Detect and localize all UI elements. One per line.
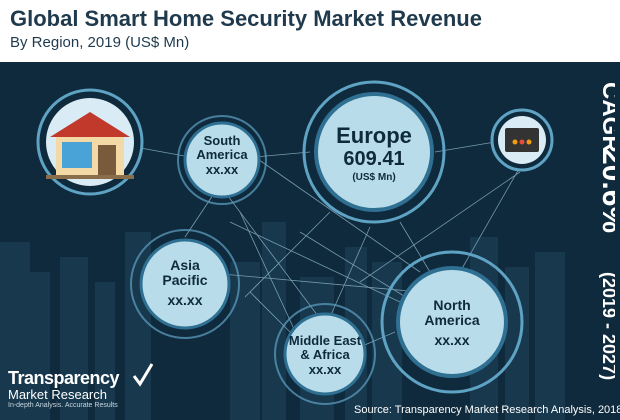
cagr-value: 20.6% — [596, 148, 615, 233]
source-note: Source: Transparency Market Research Ana… — [354, 404, 620, 416]
middle-east-africa-label: Middle East & Africa xx.xx — [283, 333, 367, 377]
city-skyline — [0, 222, 565, 420]
cagr-period: (2019 - 2027) — [599, 272, 615, 380]
south-america-name-line2: America — [196, 147, 248, 163]
company-logo: Transparency Market Research In-depth An… — [8, 368, 120, 409]
middle-east-africa-value: xx.xx — [308, 361, 342, 377]
north-america-label: North America xx.xx — [404, 297, 500, 348]
north-america-name-line2: America — [424, 312, 480, 329]
logo-line2: Market Research — [8, 387, 107, 402]
checkmark-logo-icon — [132, 363, 154, 387]
bubble-north-america — [380, 250, 524, 394]
europe-value: 609.41 — [343, 148, 405, 171]
chart-subtitle: By Region, 2019 (US$ Mn) — [10, 34, 190, 51]
cagr-callout: CAGR 20.6% (2019 - 2027) — [596, 82, 615, 380]
cagr-label: CAGR — [597, 82, 615, 153]
middle-east-africa-name-line1: Middle East — [288, 333, 362, 348]
europe-unit: (US$ Mn) — [352, 172, 396, 184]
bubble-south-america — [177, 115, 267, 205]
europe-name: Europe — [336, 123, 412, 148]
europe-label: Europe 609.41 (US$ Mn) — [314, 123, 434, 184]
middle-east-africa-name-line2: & Africa — [300, 347, 350, 363]
asia-pacific-label: Asia Pacific xx.xx — [141, 257, 229, 308]
security-device-icon — [490, 108, 554, 172]
header: Global Smart Home Security Market Revenu… — [0, 0, 620, 62]
logo-tagline: In-depth Analysis. Accurate Results — [8, 402, 118, 409]
bubble-middle-east-africa — [274, 303, 376, 405]
chart-title: Global Smart Home Security Market Revenu… — [10, 6, 482, 31]
asia-pacific-value: xx.xx — [167, 291, 203, 308]
asia-pacific-name-line2: Pacific — [162, 272, 208, 289]
infographic-panel: South America xx.xx Europe 609.41 (US$ M… — [0, 62, 620, 420]
bubble-asia-pacific — [130, 229, 240, 339]
north-america-value: xx.xx — [434, 331, 470, 348]
background-illustration — [0, 80, 565, 420]
smart-home-icon — [36, 88, 144, 196]
asia-pacific-name-line1: Asia — [170, 257, 200, 273]
logo-line1: Transparency — [8, 368, 120, 388]
south-america-name-line1: South — [203, 133, 241, 148]
south-america-value: xx.xx — [205, 161, 239, 177]
south-america-label: South America xx.xx — [182, 133, 262, 177]
north-america-name-line1: North — [433, 297, 471, 313]
bubble-europe — [302, 80, 446, 224]
